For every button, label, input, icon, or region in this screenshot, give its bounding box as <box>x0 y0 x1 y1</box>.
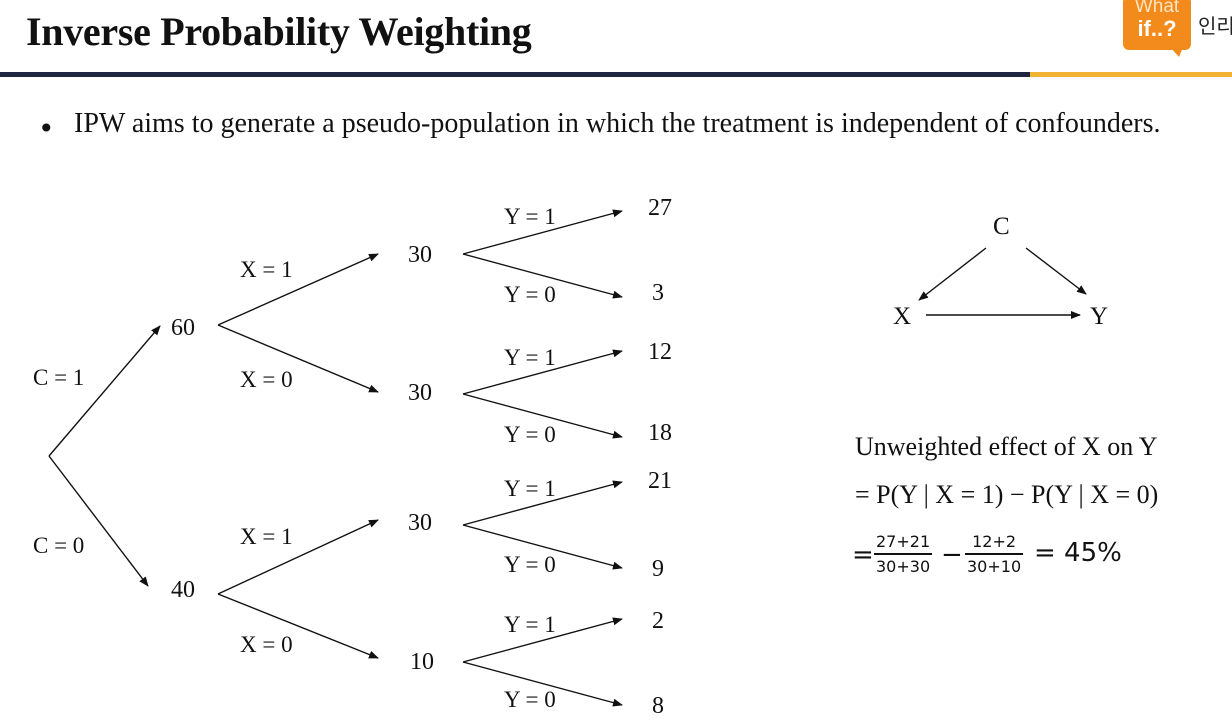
edge-n2-y1 <box>462 349 623 395</box>
node-c1-x1-count: 30 <box>408 242 432 268</box>
leaf-count: 18 <box>648 420 672 446</box>
dag-edge-c-y <box>1025 247 1087 295</box>
branch-label-c1: C = 1 <box>33 365 85 390</box>
dag-node-x: X <box>893 303 912 330</box>
logo-text-what: What <box>1134 0 1180 17</box>
bullet-dot: • <box>38 112 55 145</box>
leaf-count: 9 <box>652 556 664 582</box>
header-rule-dark <box>0 72 1030 77</box>
dag-edge-c-x <box>918 247 987 301</box>
leaf-count: 21 <box>648 468 672 494</box>
node-c0-x1-count: 30 <box>408 510 432 536</box>
edge-root-c0 <box>48 455 149 587</box>
leaf-count: 3 <box>652 280 664 306</box>
edge-n2-y0 <box>462 393 623 439</box>
formula-probability-difference: = P(Y | X = 1) − P(Y | X = 0) <box>855 480 1159 509</box>
branch-label-y0: Y = 0 <box>504 282 556 307</box>
edge-n3-y0 <box>462 524 623 570</box>
branch-label-c0-x0: X = 0 <box>240 632 293 657</box>
fraction-bar <box>874 553 933 555</box>
edge-n1-y1 <box>462 209 623 255</box>
branch-label-c0: C = 0 <box>33 533 85 558</box>
corner-text: 인리 <box>1198 14 1232 38</box>
dag-node-y: Y <box>1090 303 1109 330</box>
edge-n4-y0 <box>462 661 623 707</box>
formula-result: = 45% <box>1034 538 1122 568</box>
dag-node-c: C <box>993 213 1010 240</box>
branch-label-y0: Y = 0 <box>504 687 556 712</box>
fraction-x1: 27+21 30+30 <box>874 532 933 576</box>
header-rule-gold <box>1030 72 1232 77</box>
node-c0-x0-count: 10 <box>410 649 434 675</box>
what-if-logo: What if..? <box>1123 0 1191 50</box>
fraction-bar <box>965 553 1024 555</box>
leaf-count: 2 <box>652 608 664 634</box>
node-c1-count: 60 <box>171 315 195 341</box>
branch-label-y1: Y = 1 <box>504 612 556 637</box>
edge-c0-x1 <box>217 519 379 595</box>
edge-c0-x0 <box>217 593 379 659</box>
branch-label-y1: Y = 1 <box>504 476 556 501</box>
page-title: Inverse Probability Weighting <box>26 9 532 54</box>
branch-label-c0-x1: X = 1 <box>240 524 293 549</box>
fraction-x0-denominator: 30+10 <box>967 556 1022 576</box>
fraction-x1-numerator: 27+21 <box>876 532 931 551</box>
fraction-x0-numerator: 12+2 <box>972 532 1017 551</box>
edge-n3-y1 <box>462 480 623 526</box>
edge-c1-x0 <box>217 324 379 393</box>
formula-title: Unweighted effect of X on Y <box>855 432 1158 461</box>
edge-c1-x1 <box>217 253 379 326</box>
logo-text-if: if..? <box>1137 16 1177 41</box>
branch-label-c1-x0: X = 0 <box>240 367 293 392</box>
edge-n1-y0 <box>462 253 623 299</box>
branch-label-y1: Y = 1 <box>504 345 556 370</box>
leaf-count: 27 <box>648 195 672 221</box>
logo-speech-tail <box>1170 47 1183 57</box>
branch-label-y1: Y = 1 <box>504 204 556 229</box>
formula-calculation: = 27+21 30+30 − 12+2 30+10 = 45% <box>852 530 1152 584</box>
fraction-x0: 12+2 30+10 <box>965 532 1024 576</box>
node-c1-x0-count: 30 <box>408 380 432 406</box>
leaf-count: 12 <box>648 339 672 365</box>
formula-minus: − <box>941 540 963 570</box>
fraction-x1-denominator: 30+30 <box>876 556 931 576</box>
leaf-count: 8 <box>652 693 664 719</box>
branch-label-y0: Y = 0 <box>504 422 556 447</box>
formula-equals: = <box>852 540 874 570</box>
node-c0-count: 40 <box>171 577 195 603</box>
edge-n4-y1 <box>462 617 623 663</box>
edge-root-c1 <box>48 325 161 457</box>
bullet-text: IPW aims to generate a pseudo-population… <box>74 108 1161 139</box>
branch-label-c1-x1: X = 1 <box>240 257 293 282</box>
branch-label-y0: Y = 0 <box>504 552 556 577</box>
